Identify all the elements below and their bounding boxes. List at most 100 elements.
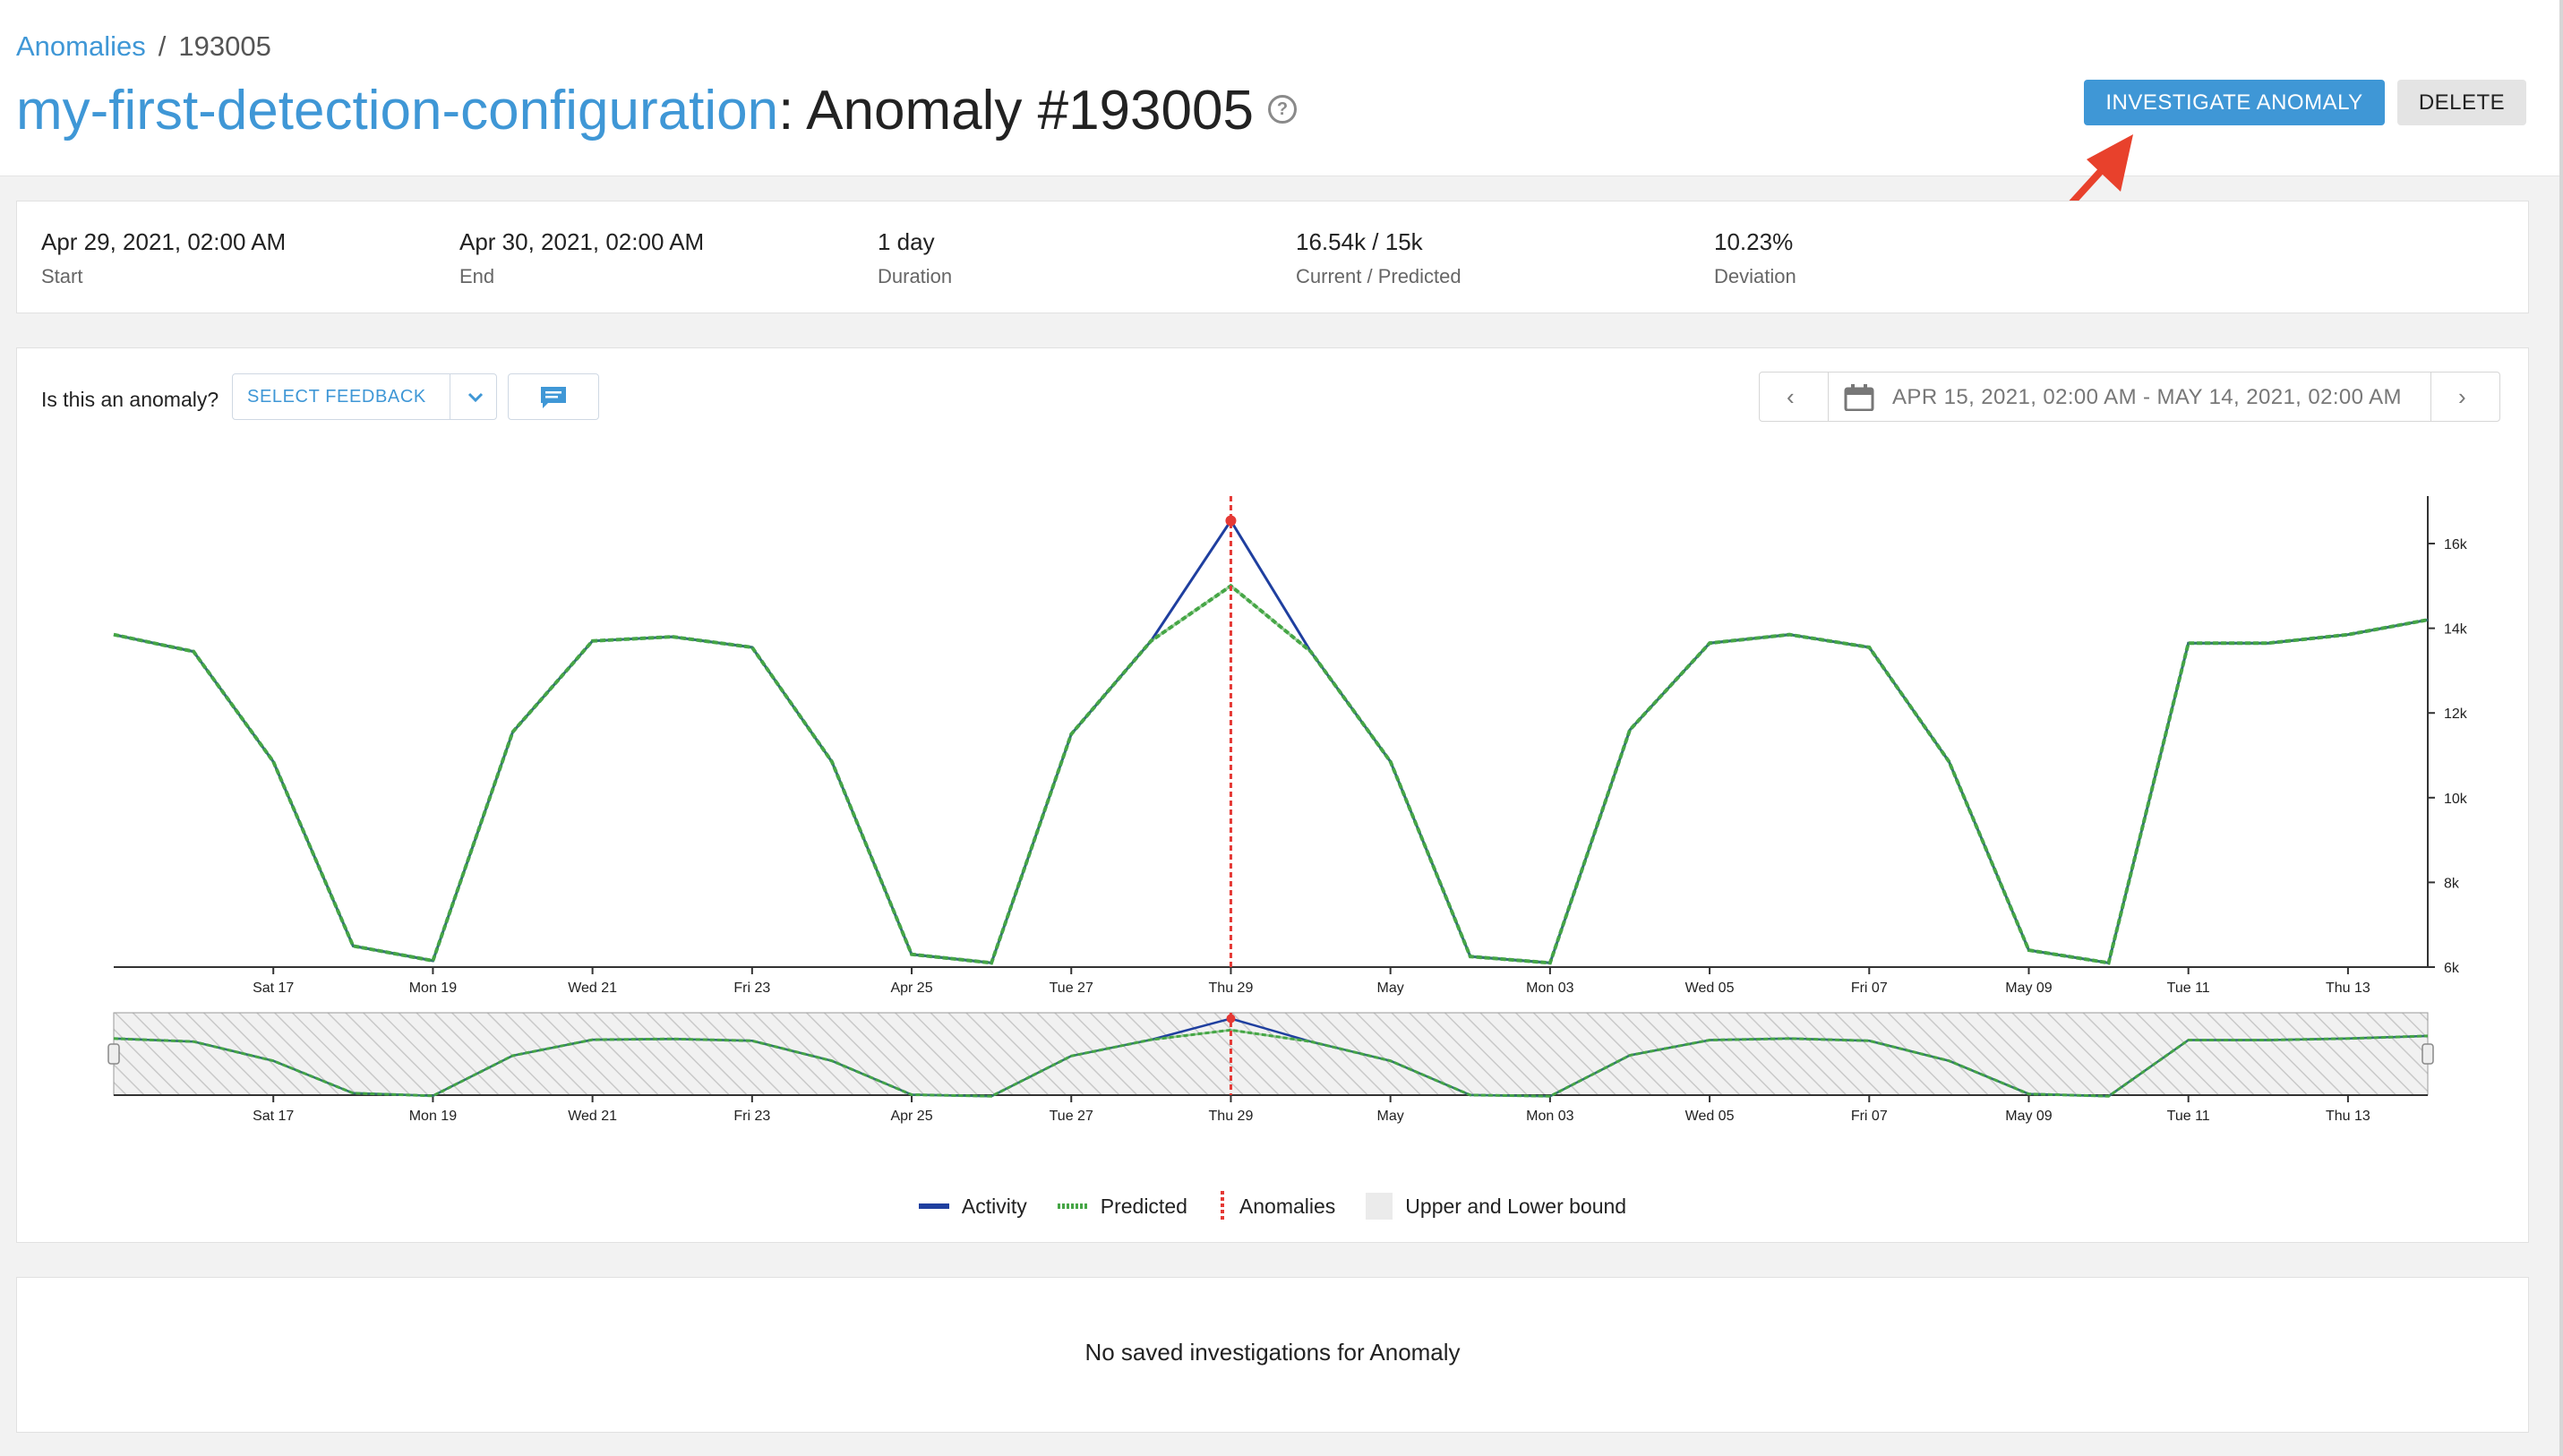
legend-anomalies[interactable]: Anomalies (1218, 1191, 1335, 1221)
predicted-series-overlay (113, 584, 2429, 964)
predicted-series-line (113, 583, 2429, 965)
brush-x-tick-label: Wed 05 (1685, 1109, 1735, 1124)
y-tick-label: 6k (2444, 961, 2460, 976)
summary-duration-label: Duration (878, 265, 953, 287)
legend-activity[interactable]: Activity (918, 1194, 1027, 1219)
breadcrumb: Anomalies / 193005 (16, 30, 271, 63)
legend-bounds[interactable]: Upper and Lower bound (1366, 1193, 1626, 1220)
summary-deviation-label: Deviation (1714, 265, 1796, 287)
x-tick-label: Mon 19 (409, 981, 457, 996)
summary-end-label: End (459, 265, 495, 287)
comment-button[interactable] (508, 373, 599, 420)
anomaly-title: : Anomaly #193005 (778, 80, 1254, 141)
anomaly-summary: Apr 29, 2021, 02:00 AM Start Apr 30, 202… (16, 201, 2529, 313)
x-tick-label: Fri 23 (733, 981, 770, 996)
summary-current-predicted-value: 16.54k / 15k (1296, 228, 1423, 255)
summary-current-predicted: 16.54k / 15k Current / Predicted (1296, 228, 1462, 288)
legend-bounds-label: Upper and Lower bound (1405, 1194, 1627, 1218)
y-tick-label: 14k (2444, 622, 2468, 638)
x-tick-label: Thu 29 (1209, 981, 1254, 996)
brush-x-tick-label: Apr 25 (890, 1109, 932, 1124)
feedback-question: Is this an anomaly? (41, 388, 219, 411)
breadcrumb-anomalies-link[interactable]: Anomalies (16, 30, 146, 62)
x-tick-label: Wed 21 (568, 981, 617, 996)
legend-predicted-swatch (1057, 1203, 1088, 1209)
help-icon[interactable]: ? (1267, 94, 1297, 124)
x-tick-label: Sat 17 (253, 981, 294, 996)
brush-x-tick-label: Mon 03 (1526, 1109, 1573, 1124)
brush-x-tick-label: Tue 27 (1050, 1109, 1093, 1124)
delete-button[interactable]: DELETE (2397, 80, 2526, 125)
y-tick-label: 8k (2444, 876, 2460, 891)
date-range-next-button[interactable]: › (2430, 373, 2499, 421)
brush-x-tick-label: Fri 23 (733, 1109, 770, 1124)
x-tick-label: Tue 11 (2167, 981, 2210, 996)
window-edge (2559, 0, 2563, 1456)
breadcrumb-current: 193005 (178, 30, 271, 62)
x-tick-label: Apr 25 (890, 981, 932, 996)
brush-x-tick-label: Thu 29 (1209, 1109, 1254, 1124)
chevron-down-icon[interactable] (466, 387, 485, 407)
summary-duration-value: 1 day (878, 228, 935, 255)
legend-activity-swatch (918, 1203, 949, 1209)
investigate-anomaly-button[interactable]: INVESTIGATE ANOMALY (2084, 80, 2385, 125)
detection-config-link[interactable]: my-first-detection-configuration (16, 80, 779, 141)
breadcrumb-separator: / (158, 30, 167, 62)
summary-deviation-value: 10.23% (1714, 228, 1794, 255)
y-tick-label: 10k (2444, 792, 2468, 807)
chevron-right-icon: › (2458, 383, 2466, 410)
summary-start-value: Apr 29, 2021, 02:00 AM (41, 228, 287, 255)
x-tick-label: May (1377, 981, 1404, 996)
summary-start-label: Start (41, 265, 83, 287)
no-investigations-message: No saved investigations for Anomaly (1084, 1339, 1461, 1366)
legend-predicted-label: Predicted (1100, 1194, 1187, 1218)
brush-x-tick-label: May 09 (2005, 1109, 2053, 1124)
date-range-text[interactable]: APR 15, 2021, 02:00 AM - MAY 14, 2021, 0… (1892, 385, 2402, 409)
x-tick-label: May 09 (2005, 981, 2053, 996)
anomaly-chart[interactable]: 6k 8k 10k 12k 14k 16k Sat 17 Mon 19 Wed 21 Fri 23… (17, 348, 2528, 1181)
brush-x-tick-label: Sat 17 (253, 1109, 294, 1124)
legend-anomalies-label: Anomalies (1239, 1194, 1336, 1218)
legend-predicted[interactable]: Predicted (1057, 1194, 1187, 1219)
brush-x-tick-label: Mon 19 (409, 1109, 457, 1124)
brush-right-handle[interactable] (2422, 1043, 2434, 1065)
summary-start: Apr 29, 2021, 02:00 AM Start (41, 228, 286, 288)
date-range-picker: ‹ APR 15, 2021, 02:00 AM - MAY 14, 2021,… (1759, 372, 2500, 422)
brush-x-tick-label: Wed 21 (568, 1109, 617, 1124)
comment-icon (541, 387, 566, 408)
feedback-select[interactable]: SELECT FEEDBACK (232, 373, 497, 420)
x-tick-label: Thu 13 (2326, 981, 2370, 996)
brush-background (113, 1012, 2429, 1096)
anomaly-marker-point (1225, 515, 1237, 527)
summary-end-value: Apr 30, 2021, 02:00 AM (459, 228, 705, 255)
summary-end: Apr 30, 2021, 02:00 AM End (459, 228, 704, 288)
brush-x-tick-label: May (1377, 1109, 1404, 1124)
x-tick-label: Mon 03 (1526, 981, 1573, 996)
legend-anomalies-swatch (1220, 1191, 1224, 1221)
summary-duration: 1 day Duration (878, 228, 952, 288)
page-title: my-first-detection-configuration: Anomal… (16, 79, 1297, 142)
activity-series-line (113, 518, 2429, 964)
y-tick-label: 16k (2444, 537, 2468, 552)
brush-x-tick-label: Fri 07 (1851, 1109, 1888, 1124)
date-range-prev-button[interactable]: ‹ (1760, 373, 1829, 421)
brush-plot[interactable]: Sat 17 Mon 19 Wed 21 Fri 23 Apr 25 Tue 27 Thu … (107, 1012, 2434, 1124)
legend-bounds-swatch (1366, 1193, 1393, 1220)
brush-left-handle[interactable] (107, 1043, 120, 1065)
chart-legend: Activity Predicted Anomalies Upper and L… (17, 1188, 2528, 1224)
x-tick-label: Wed 05 (1685, 981, 1735, 996)
brush-anomaly-point (1226, 1014, 1236, 1023)
page-header: Anomalies / 193005 my-first-detection-conf… (0, 0, 2563, 176)
x-tick-label: Tue 27 (1050, 981, 1093, 996)
chevron-left-icon: ‹ (1787, 383, 1795, 410)
x-tick-label: Fri 07 (1851, 981, 1888, 996)
y-tick-label: 12k (2444, 707, 2468, 722)
main-plot: 6k 8k 10k 12k 14k 16k Sat 17 Mon 19 Wed 21 Fri 23… (113, 496, 2468, 996)
brush-x-tick-label: Thu 13 (2326, 1109, 2370, 1124)
feedback-select-label: SELECT FEEDBACK (247, 387, 426, 407)
brush-x-tick-label: Tue 11 (2167, 1109, 2210, 1124)
summary-deviation: 10.23% Deviation (1714, 228, 1796, 288)
calendar-icon[interactable] (1844, 384, 1874, 411)
investigations-panel: No saved investigations for Anomaly (16, 1277, 2529, 1433)
legend-activity-label: Activity (961, 1194, 1027, 1218)
